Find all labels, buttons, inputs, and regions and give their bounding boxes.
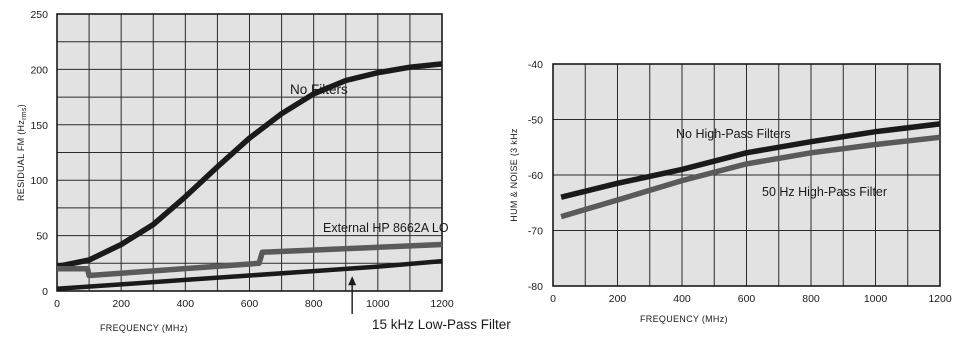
x-tick-label: 800	[305, 298, 323, 310]
annotation-label: External HP 8662A LO	[323, 221, 449, 235]
y-tick-label: -60	[528, 170, 543, 182]
series-line-15-khz-low-pass-filter	[56, 258, 443, 292]
x-tick-label: 1000	[366, 298, 390, 310]
arrow-head-icon	[348, 276, 357, 286]
plot-border	[56, 13, 443, 292]
y-tick-label: 0	[42, 286, 48, 298]
x-tick-label: 0	[550, 293, 556, 305]
y-axis-label: RESIDUAL FM (Hzrms)	[16, 104, 28, 201]
x-tick-label: 200	[609, 293, 627, 305]
chart-hum-noise: -40 -50 -60 -70 -80 0 200 400 600 800 1000 1200 FREQ…	[509, 59, 952, 324]
x-axis-label: FREQUENCY (MHz)	[640, 314, 728, 324]
x-tick-label: 800	[802, 293, 820, 305]
x-tick-label: 1200	[928, 293, 952, 305]
x-tick-label: 1200	[430, 298, 454, 310]
y-tick-label: 50	[36, 231, 48, 243]
series-line-no-filters	[56, 61, 443, 270]
y-tick-label: -70	[528, 226, 543, 238]
x-tick-label: 200	[112, 298, 130, 310]
y-tick-label: -50	[528, 115, 543, 127]
series-line-50-hz-high-pass-filter	[560, 134, 941, 220]
plot-border	[552, 63, 941, 287]
y-axis-label: HUM & NOISE (3 kHz	[509, 128, 519, 222]
x-tick-label: 600	[738, 293, 756, 305]
series-line-no-high-pass-filters	[560, 121, 941, 200]
x-axis-label: FREQUENCY (MHz)	[100, 323, 188, 333]
annotation-label: No High-Pass Filters	[676, 127, 791, 141]
annotation-label: 50 Hz High-Pass Filter	[762, 185, 887, 199]
chart-residual-fm: 0 50 100 150 200 250 0 200 400 600 800 1000 1200 FREQ…	[16, 9, 533, 333]
y-tick-label: 200	[30, 64, 48, 76]
x-tick-label: 0	[54, 298, 60, 310]
x-tick-label: 400	[673, 293, 691, 305]
x-tick-label: 600	[241, 298, 259, 310]
series-line-external-hp-8662a-lo	[57, 241, 443, 279]
y-tick-label: 150	[30, 120, 48, 132]
y-tick-label: 250	[30, 9, 48, 21]
y-tick-label: -40	[528, 59, 543, 71]
annotation-label: 15 kHz Low-Pass Filter	[372, 317, 511, 332]
y-tick-label: -80	[528, 281, 543, 293]
x-tick-label: 1000	[864, 293, 888, 305]
annotation-backdrop	[366, 315, 533, 333]
annotation-label: No Filters	[290, 82, 348, 97]
y-tick-label: 100	[30, 175, 48, 187]
x-tick-label: 400	[177, 298, 195, 310]
